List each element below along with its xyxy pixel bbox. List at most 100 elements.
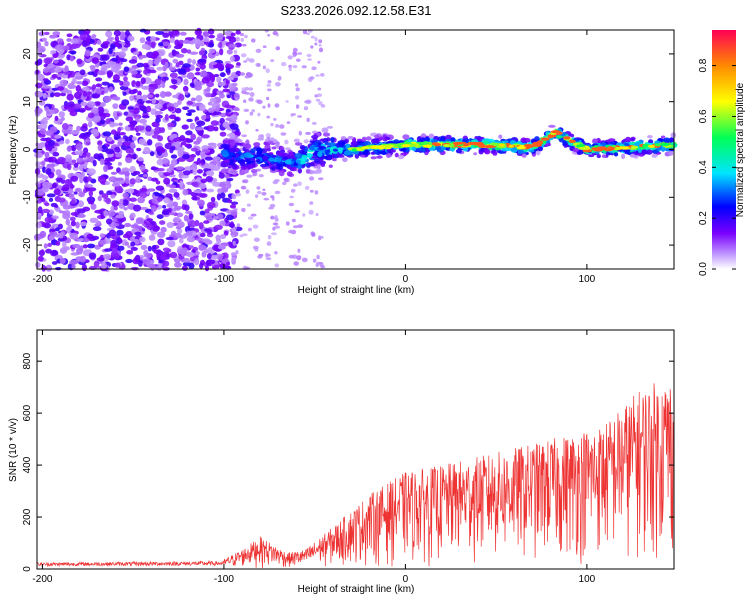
spectrogram-blob — [57, 223, 64, 230]
spectrogram-peak — [537, 141, 543, 145]
spectrogram-blob — [108, 86, 114, 93]
spectrogram-blob — [148, 211, 154, 215]
spectrogram-blob — [249, 165, 254, 169]
spectrogram-blob — [80, 171, 85, 178]
spectrogram-blob — [305, 131, 311, 135]
spectrogram-blob — [53, 188, 61, 196]
spectrogram-blob — [41, 185, 49, 193]
spectrogram-blob — [214, 156, 221, 161]
spectrogram-blob — [204, 156, 213, 161]
spectrogram-blob — [257, 137, 265, 141]
spectrogram-peak — [461, 143, 470, 147]
spectrogram-blob — [34, 152, 43, 159]
spectrogram-blob — [310, 35, 315, 39]
spectrogram-blob — [303, 139, 309, 144]
spectrogram-blob — [281, 157, 289, 161]
spectrogram-blob — [455, 148, 462, 154]
spectrogram-blob — [76, 157, 83, 163]
spectrogram-blob — [100, 67, 107, 72]
spectrogram-blob — [222, 121, 230, 128]
spectrogram-blob — [104, 157, 113, 162]
spectrogram-blob — [229, 221, 235, 229]
spectrogram-blob — [69, 232, 78, 240]
spectrogram-blob — [225, 35, 234, 40]
spectrogram-blob — [255, 159, 261, 163]
spectrogram-blob — [115, 153, 123, 158]
spectrogram-blob — [262, 45, 267, 48]
spectrogram-peak — [620, 146, 630, 150]
spectrogram-blob — [156, 214, 164, 220]
spectrogram-blob — [237, 139, 243, 143]
spectrogram-blob — [445, 134, 452, 140]
spectrogram-blob — [243, 108, 250, 112]
spectrogram-blob — [199, 150, 205, 157]
spectrogram-blob — [192, 59, 196, 65]
spectrogram-blob — [142, 258, 151, 265]
spectrogram-blob — [46, 168, 52, 175]
spectrogram-blob — [473, 152, 478, 156]
spectrogram-blob — [106, 136, 113, 142]
spectrogram-blob — [188, 213, 194, 220]
spectrogram-blob — [139, 37, 146, 44]
spectrogram-blob — [63, 71, 71, 75]
spectrogram-blob — [164, 91, 172, 97]
spectrogram-blob — [80, 125, 88, 132]
spectrogram-blob — [51, 182, 57, 189]
spectrogram-blob — [181, 265, 188, 271]
spectrogram-blob — [101, 144, 106, 150]
spectrogram-blob — [49, 35, 58, 39]
spectrogram-blob — [48, 197, 54, 202]
spectrogram-blob — [117, 238, 123, 244]
spectrogram-blob — [326, 157, 332, 161]
spectrogram-peak — [591, 147, 597, 151]
spectrogram-blob — [545, 140, 551, 144]
spectrogram-blob — [177, 93, 185, 102]
spectrogram-blob — [281, 61, 287, 67]
spectrogram-blob — [145, 94, 154, 98]
colorbar: 0.0 0.2 0.4 0.6 0.8 Normalized spectral ampl… — [698, 30, 746, 276]
spectrogram-blob — [162, 205, 167, 209]
spectrogram-blob — [137, 157, 144, 162]
spectrogram-xtick-label: -200 — [32, 274, 52, 285]
spectrogram-blob — [298, 130, 302, 136]
spectrogram-blob — [93, 260, 100, 268]
spectrogram-blob — [138, 138, 147, 145]
spectrogram-blob — [198, 193, 208, 198]
spectrogram-blob — [117, 138, 126, 142]
spectrogram-blob — [105, 30, 113, 38]
spectrogram-blob — [305, 99, 312, 104]
spectrogram-blob — [34, 107, 43, 115]
spectrogram-blob — [274, 251, 278, 255]
spectrogram-blob — [288, 202, 295, 207]
spectrogram-blob — [219, 48, 224, 56]
spectrogram-peak — [648, 144, 655, 148]
spectrogram-blob — [98, 176, 107, 183]
spectrogram-blob — [193, 140, 201, 145]
spectrogram-blob — [99, 158, 105, 166]
spectrogram-blob — [219, 234, 227, 240]
spectrogram-blob — [230, 170, 238, 174]
spectrogram-blob — [213, 73, 220, 78]
spectrogram-blob — [167, 240, 176, 248]
spectrogram-blob — [210, 196, 216, 203]
spectrogram-blob — [176, 212, 184, 218]
spectrogram-blob — [61, 123, 69, 130]
spectrogram-blob — [660, 135, 666, 139]
spectrogram-blob — [177, 221, 185, 229]
spectrogram-blob — [48, 156, 57, 163]
spectrogram-blob — [297, 163, 303, 170]
spectrogram-blob — [266, 148, 272, 152]
spectrogram-blob — [200, 134, 210, 139]
spectrogram-blob — [42, 181, 50, 188]
spectrogram-blob — [605, 152, 612, 156]
spectrogram-blob — [206, 163, 216, 170]
spectrogram-blob — [302, 213, 306, 217]
spectrogram-blob — [41, 208, 51, 214]
spectrogram-blob — [80, 221, 87, 227]
spectrogram-blob — [318, 177, 324, 181]
spectrogram-blob — [248, 97, 254, 102]
spectrogram-blob — [289, 151, 294, 157]
spectrogram-blob — [207, 170, 215, 177]
spectrogram-blob — [234, 157, 242, 161]
spectrogram-blob — [105, 197, 112, 205]
